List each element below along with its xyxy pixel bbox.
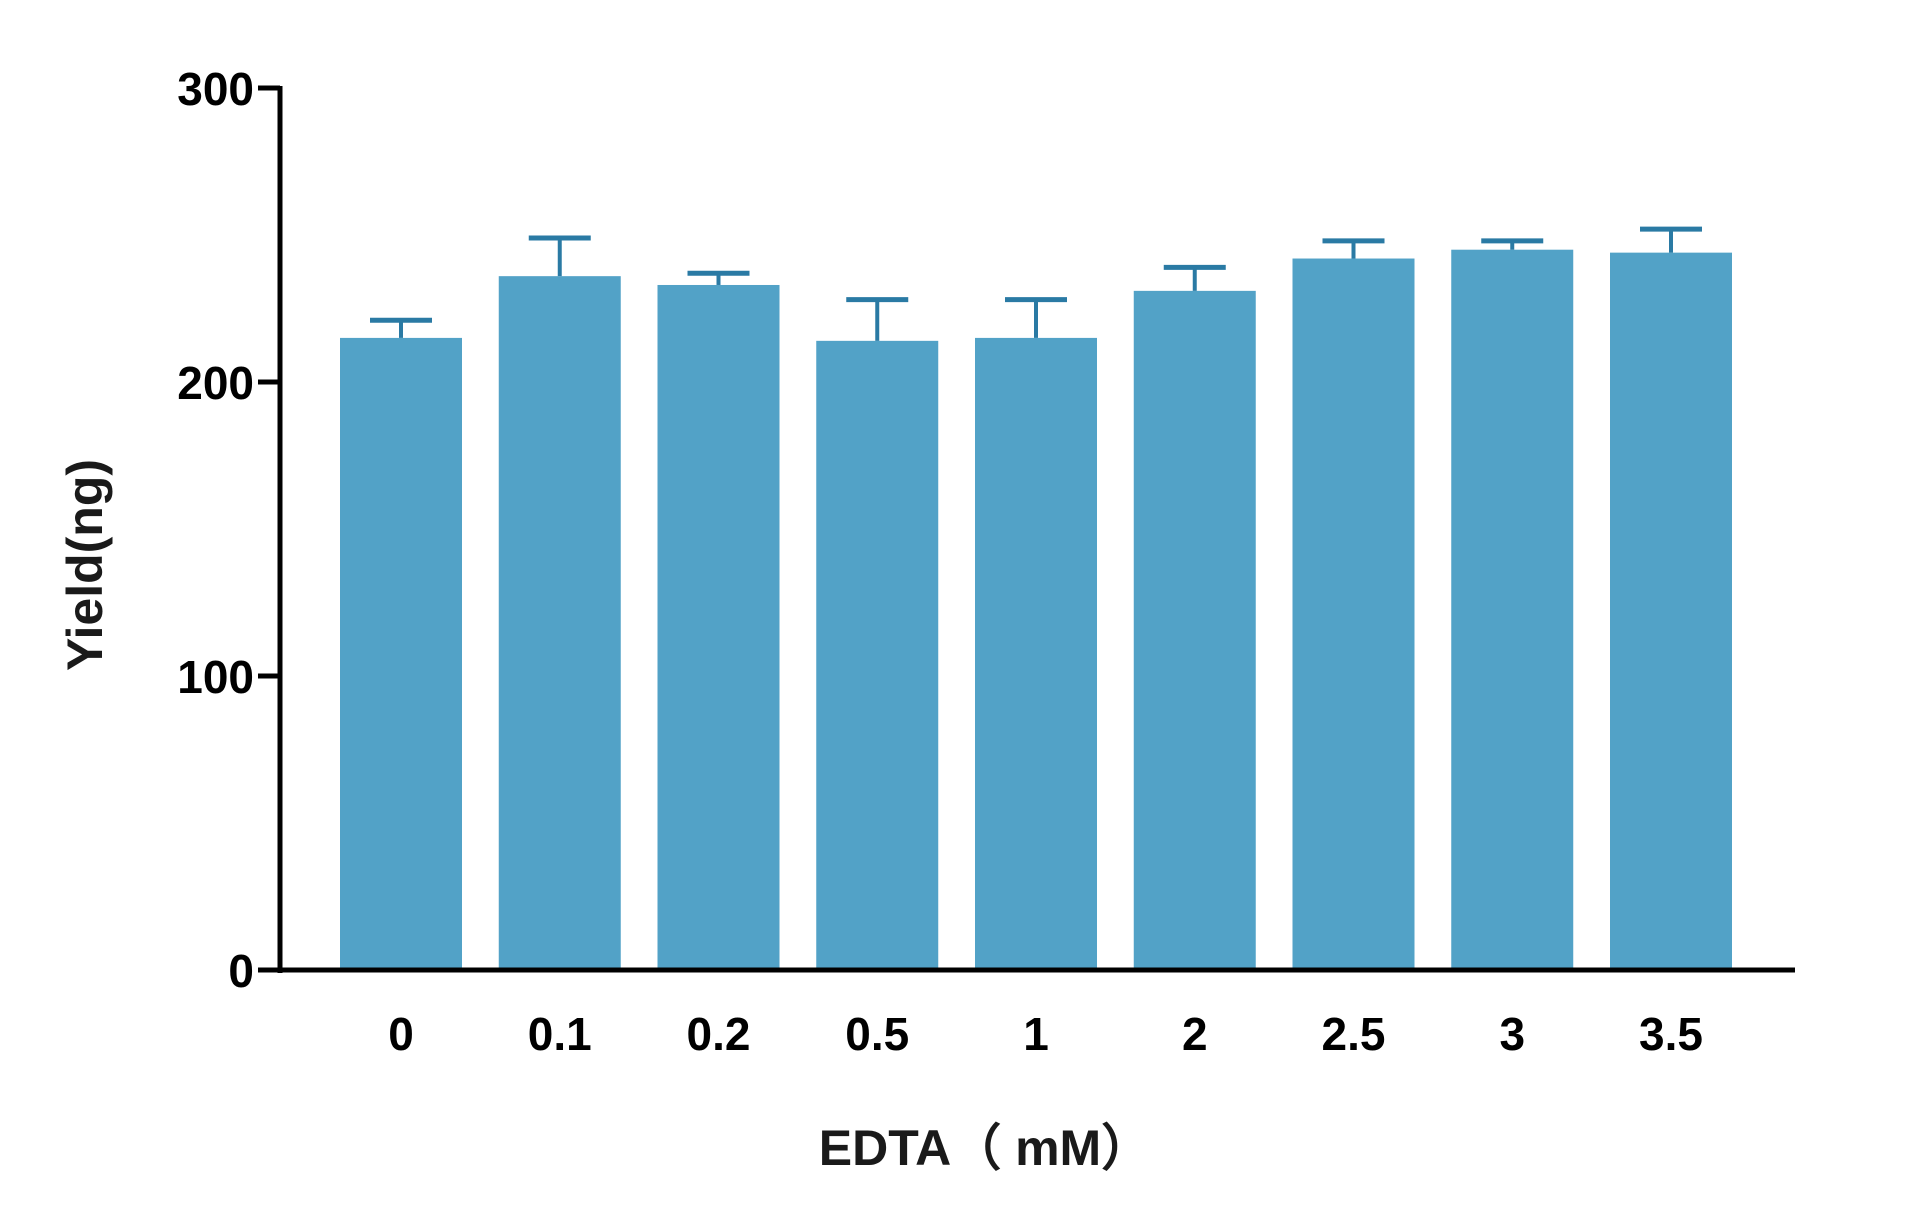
x-tick-label: 0 xyxy=(388,1008,414,1060)
bar-3.5 xyxy=(1610,252,1732,970)
x-tick-label: 0.1 xyxy=(528,1008,592,1060)
x-tick-label: 1 xyxy=(1023,1008,1049,1060)
bar-1 xyxy=(975,337,1097,970)
error-bars-layer xyxy=(370,226,1702,341)
x-tick-label: 3.5 xyxy=(1639,1008,1703,1060)
axes-layer xyxy=(258,85,1795,973)
bar-2.5 xyxy=(1292,258,1415,970)
x-tick-label: 0.5 xyxy=(845,1008,909,1060)
x-tick-label: 3 xyxy=(1499,1008,1525,1060)
bar-0 xyxy=(340,337,462,970)
x-axis-title: EDTA（ mM） xyxy=(819,1120,1151,1176)
bar-0.5 xyxy=(816,340,939,971)
y-tick-label: 200 xyxy=(177,357,254,409)
x-tick-label: 2.5 xyxy=(1322,1008,1386,1060)
ticks-layer: 0 0.1 0.2 0.5 1 2 2.5 3 3.5 0 100 200 300 xyxy=(177,63,1703,1060)
y-tick-label: 0 xyxy=(228,945,254,997)
x-tick-label: 0.2 xyxy=(687,1008,751,1060)
bar-0.2 xyxy=(657,284,780,971)
bars-layer xyxy=(340,249,1732,971)
bar-0.1 xyxy=(498,276,621,970)
y-tick-label: 300 xyxy=(177,63,254,115)
x-tick-label: 2 xyxy=(1182,1008,1208,1060)
bar-2 xyxy=(1133,290,1256,970)
y-axis-title: Yield(ng) xyxy=(57,459,113,671)
bar-3 xyxy=(1451,249,1574,970)
y-tick-label: 100 xyxy=(177,651,254,703)
